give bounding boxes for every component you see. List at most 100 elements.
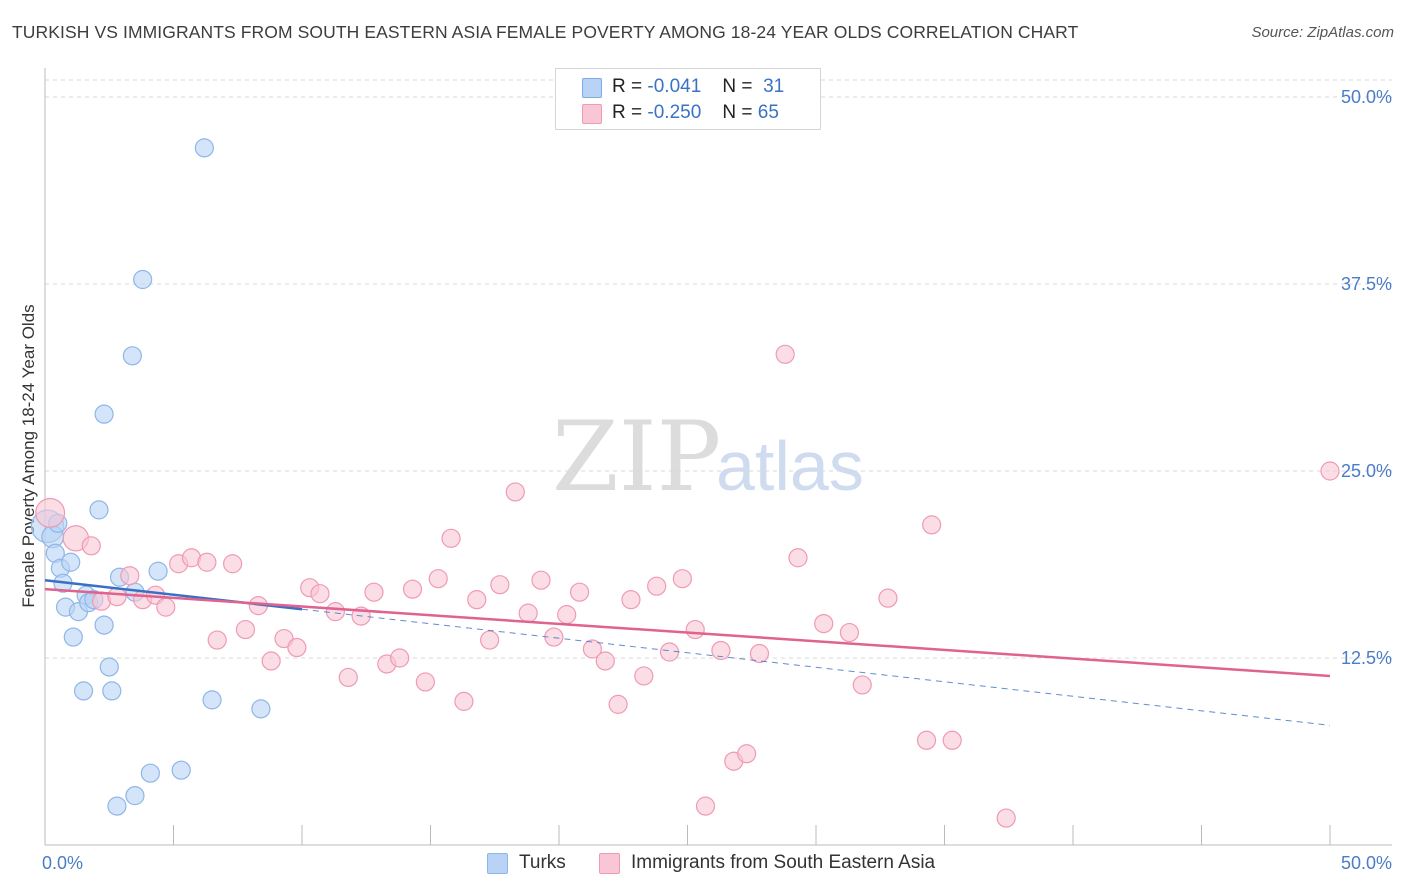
data-point	[711, 640, 731, 661]
data-point	[94, 404, 114, 424]
y-tick-label: 37.5%	[1341, 274, 1392, 294]
immigrants-legend-swatch	[599, 853, 620, 874]
data-point	[261, 651, 281, 671]
trend-line	[44, 587, 1331, 678]
data-point	[749, 643, 770, 664]
y-tick-label: 25.0%	[1341, 461, 1392, 481]
data-point	[490, 575, 510, 595]
data-point	[788, 548, 808, 568]
n-label: N =	[722, 76, 753, 97]
data-point	[148, 561, 168, 581]
data-point	[608, 694, 628, 714]
chart-title: TURKISH VS IMMIGRANTS FROM SOUTH EASTERN…	[12, 22, 1079, 42]
data-point	[647, 576, 667, 596]
data-point	[518, 603, 538, 623]
data-point	[61, 552, 81, 572]
trend-line-dashed	[301, 608, 1331, 726]
series-immigrants-se-asia	[35, 344, 1340, 828]
data-point	[251, 699, 271, 719]
data-point	[428, 569, 448, 589]
data-point	[582, 639, 603, 659]
data-point	[852, 675, 872, 695]
r-label: R =	[612, 76, 643, 97]
watermark-atlas: atlas	[716, 427, 864, 505]
data-point	[338, 667, 358, 688]
turks-swatch	[582, 78, 602, 98]
r-value: -0.250	[647, 102, 702, 123]
data-point	[133, 269, 153, 290]
data-point	[63, 627, 83, 647]
data-point	[996, 808, 1016, 828]
data-point	[202, 690, 222, 710]
series-turks	[30, 138, 271, 816]
r-label: R =	[612, 102, 643, 123]
data-point	[89, 500, 109, 520]
data-point	[194, 138, 214, 158]
data-point	[814, 613, 834, 634]
data-point	[942, 730, 962, 750]
turks-legend-swatch	[487, 853, 508, 874]
data-point	[122, 346, 142, 366]
data-point	[685, 619, 705, 640]
data-point	[441, 528, 461, 548]
data-point	[557, 605, 577, 625]
data-point	[775, 344, 795, 364]
source-credit: Source: ZipAtlas.com	[1251, 24, 1394, 41]
y-tick-label: 12.5%	[1341, 648, 1392, 668]
data-point	[287, 637, 307, 658]
data-point	[235, 619, 256, 640]
data-point	[120, 566, 140, 586]
x-tick-labels: 0.0% 50.0%	[42, 853, 1392, 873]
data-point	[695, 796, 716, 816]
data-point	[107, 796, 127, 816]
data-point	[659, 642, 680, 662]
data-point	[922, 515, 942, 535]
turks-legend-label: Turks	[519, 852, 566, 873]
immigrants-swatch	[582, 104, 602, 124]
data-point	[878, 588, 898, 608]
data-point	[672, 569, 692, 589]
data-point	[310, 584, 330, 604]
grid-lines	[45, 79, 1392, 659]
data-point	[505, 482, 525, 502]
data-point	[621, 590, 641, 610]
data-point	[415, 672, 435, 692]
data-point	[73, 681, 94, 701]
data-point	[595, 651, 615, 671]
y-tick-label: 50.0%	[1341, 87, 1392, 107]
data-point	[81, 536, 101, 556]
watermark: ZIP atlas	[552, 401, 864, 513]
data-point	[156, 597, 176, 617]
data-point	[140, 763, 160, 783]
data-point	[454, 691, 474, 711]
data-point	[916, 730, 937, 750]
data-point	[1320, 461, 1340, 481]
axes	[44, 68, 1392, 846]
data-point	[171, 760, 191, 780]
y-tick-labels: 12.5% 25.0% 37.5% 50.0%	[1341, 87, 1392, 668]
x-tick-label: 50.0%	[1341, 853, 1392, 873]
data-point	[480, 630, 500, 650]
data-point	[737, 744, 757, 764]
data-point	[35, 497, 66, 528]
data-point	[94, 615, 114, 635]
watermark-zip: ZIP	[552, 401, 721, 513]
stats-legend: R = -0.041 N = 31 R = -0.250 N = 65	[555, 68, 821, 130]
data-point	[223, 554, 243, 574]
data-point	[467, 590, 487, 610]
x-tick-label: 0.0%	[42, 853, 83, 873]
data-point	[102, 681, 122, 701]
data-point	[634, 666, 654, 686]
data-point	[390, 648, 410, 668]
trend-lines	[44, 578, 1331, 726]
r-value: -0.041	[647, 76, 702, 97]
immigrants-legend-label: Immigrants from South Eastern Asia	[631, 852, 936, 873]
data-point	[125, 786, 145, 806]
data-point	[839, 622, 860, 643]
data-point	[364, 582, 384, 602]
series-legend: Turks Immigrants from South Eastern Asia	[0, 852, 1406, 878]
data-point	[569, 582, 590, 602]
n-value: 31	[763, 76, 785, 97]
data-point	[207, 630, 227, 650]
